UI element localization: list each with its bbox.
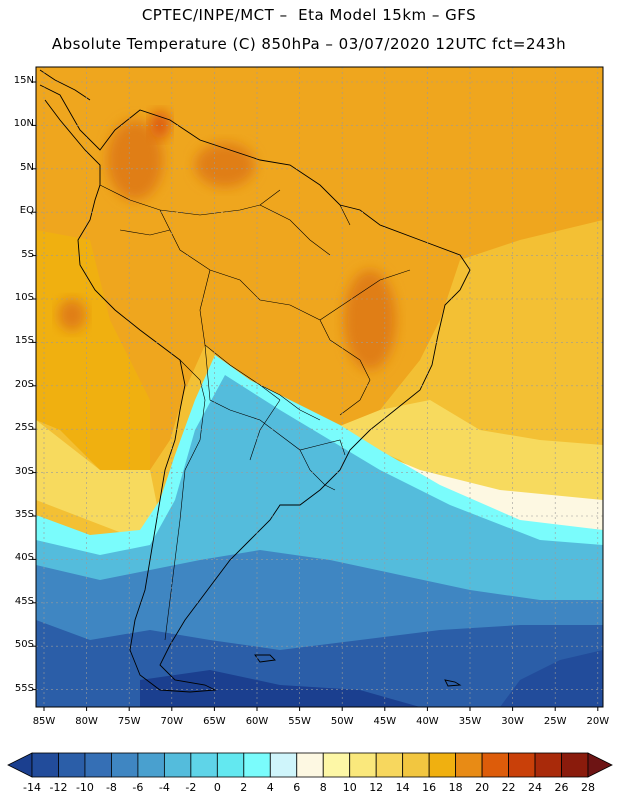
colorbar-level-label: 24	[528, 781, 543, 794]
colorbar-level-label: 8	[319, 781, 327, 794]
colorbar-swatch	[428, 752, 457, 778]
colorbar	[7, 752, 613, 778]
colorbar-level-label: 20	[475, 781, 490, 794]
colorbar-swatch	[163, 752, 192, 778]
longitude-label: 35W	[458, 716, 482, 727]
latitude-label: 30S	[14, 465, 34, 477]
colorbar-swatch	[402, 752, 430, 778]
latitude-label: 15S	[14, 335, 34, 347]
colorbar-swatch	[561, 752, 589, 778]
hotspot-pacific	[58, 299, 86, 331]
colorbar-swatch	[375, 752, 404, 778]
colorbar-level-label: 18	[448, 781, 463, 794]
atlantic-mild-band	[330, 400, 603, 520]
colorbar-level-label: 26	[554, 781, 569, 794]
colorbar-swatch	[296, 752, 324, 778]
colorbar-swatch	[137, 752, 165, 778]
colorbar-swatch	[216, 752, 245, 778]
colorbar-swatch	[269, 752, 298, 778]
longitude-label: 55W	[288, 716, 311, 727]
colorbar-swatch	[322, 752, 351, 778]
latitude-label: 40S	[14, 552, 34, 564]
colorbar-level-label: 12	[369, 781, 384, 794]
colorbar-swatch	[508, 752, 536, 778]
colorbar-level-label: 14	[395, 781, 410, 794]
coastlines	[39, 69, 471, 693]
latitude-label: 10N	[13, 118, 34, 130]
map-title-line1: CPTEC/INPE/MCT – Eta Model 15km – GFS	[141, 6, 477, 24]
latitude-label: 55S	[14, 682, 34, 694]
colorbar-swatch	[31, 752, 59, 778]
colorbar-swatch	[58, 752, 86, 778]
colorbar-swatch	[534, 752, 562, 778]
colorbar-level-label: -10	[75, 781, 94, 794]
hotspot-andes-north	[107, 120, 163, 200]
colorbar-swatch	[455, 752, 483, 778]
colorbar-min-arrow	[7, 752, 33, 778]
colorbar-level-label: 4	[266, 781, 274, 794]
longitude-label: 60W	[245, 716, 269, 727]
pacific-mild-band	[36, 420, 160, 540]
temperature-field	[36, 67, 603, 707]
longitude-label: 50W	[330, 716, 354, 727]
cold-deepest-zone-east	[500, 650, 603, 707]
colorbar-swatch	[243, 752, 271, 778]
pacific-warm-band	[36, 230, 150, 470]
colorbar-swatch	[190, 752, 218, 778]
latitude-label: 15N	[13, 75, 34, 86]
longitude-label: 85W	[32, 716, 56, 727]
longitude-label: 70W	[160, 716, 184, 727]
latitude-label: 10S	[14, 292, 34, 303]
map-border	[35, 66, 604, 708]
colorbar-level-label: 28	[581, 781, 595, 794]
tropical-land-zone	[36, 67, 603, 470]
longitude-label: 40W	[416, 716, 439, 727]
cold-deepest-zone	[140, 670, 420, 707]
colorbar-level-label: 0	[213, 781, 221, 794]
colorbar-max-arrow	[587, 752, 613, 778]
colorbar-level-label: -4	[158, 781, 170, 794]
colorbar-swatch	[481, 752, 509, 778]
colorbar-level-label: 2	[240, 781, 248, 794]
colorbar-level-label: 10	[342, 781, 357, 794]
country-borders	[99, 184, 411, 641]
latitude-label: EQ	[19, 205, 34, 217]
colorbar-level-label: 16	[422, 781, 437, 794]
colorbar-level-label: -2	[185, 781, 197, 794]
longitude-label: 80W	[75, 716, 98, 727]
longitude-label: 30W	[501, 716, 524, 727]
longitude-label: 45W	[373, 716, 397, 727]
latitude-label: 45S	[14, 595, 34, 607]
latitude-label: 25S	[14, 422, 34, 434]
map-title-line2: Absolute Temperature (C) 850hPa – 03/07/…	[51, 35, 567, 53]
longitude-label: 25W	[543, 716, 567, 727]
longitude-label: 75W	[117, 716, 141, 727]
colorbar-level-label: -8	[105, 781, 117, 794]
latitude-label: 35S	[14, 509, 34, 520]
longitude-label: 65W	[203, 716, 226, 727]
latitude-label: 50S	[14, 639, 34, 651]
hotspot-core	[150, 111, 170, 139]
hotspot-central-brazil	[344, 270, 396, 370]
colorbar-swatch	[111, 752, 139, 778]
colorbar-level-label: -12	[49, 781, 68, 794]
colorbar-swatch	[84, 752, 112, 778]
colorbar-level-label: 22	[501, 781, 516, 794]
colorbar-swatch	[349, 752, 377, 778]
longitude-label: 20W	[586, 716, 610, 727]
graticule	[36, 67, 603, 707]
latitude-label: 5N	[20, 161, 34, 173]
latitude-label: 5S	[21, 248, 34, 260]
colorbar-level-label: -6	[132, 781, 144, 794]
colorbar-level-label: -14	[23, 781, 41, 794]
atlantic-cool-band	[360, 445, 603, 530]
colorbar-level-label: 6	[293, 781, 301, 794]
hotspot-venezuela	[195, 143, 255, 187]
axis-ticks	[32, 81, 599, 711]
latitude-label: 20S	[14, 378, 34, 390]
